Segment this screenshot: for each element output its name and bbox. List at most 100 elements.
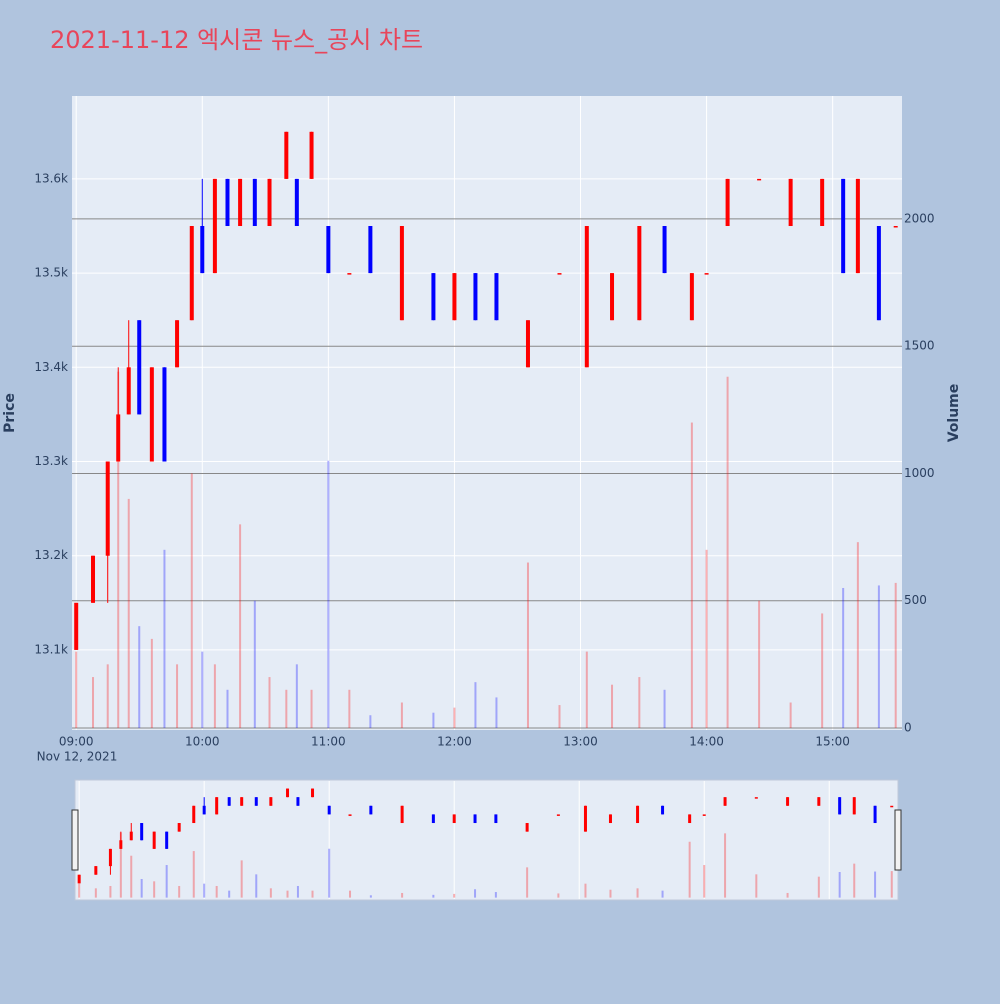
- candle-body: [327, 805, 331, 815]
- candle-body: [177, 823, 181, 832]
- volume-bar: [474, 889, 477, 898]
- volume-bar: [109, 885, 112, 898]
- y2-tick-label: 0: [904, 720, 912, 734]
- volume-bar: [636, 888, 639, 898]
- candle-body: [369, 805, 373, 815]
- candle-body: [91, 555, 96, 603]
- volume-bar: [311, 890, 314, 898]
- candle-body: [116, 414, 121, 462]
- candle-body: [175, 320, 180, 368]
- volume-bar: [201, 651, 204, 728]
- y-tick-label: 13.2k: [34, 548, 68, 562]
- candle-body: [873, 805, 877, 824]
- volume-bar: [140, 879, 143, 898]
- candle-body: [704, 273, 709, 275]
- volume-bar: [190, 473, 193, 728]
- candle-body: [452, 814, 456, 824]
- candle-body: [788, 178, 793, 227]
- volume-bar: [203, 883, 206, 898]
- x-tick-label: 15:00: [815, 735, 850, 749]
- candle-body: [326, 226, 331, 274]
- volume-bar: [400, 702, 403, 728]
- slider-handle[interactable]: [71, 809, 79, 871]
- volume-bar: [661, 890, 664, 898]
- candle-body: [140, 823, 144, 841]
- candle-body: [294, 178, 299, 227]
- candle-body: [754, 797, 758, 799]
- candle-body: [583, 805, 587, 832]
- candle-body: [786, 797, 790, 806]
- volume-bar: [286, 890, 289, 898]
- volume-bar: [226, 689, 229, 728]
- candle-body: [852, 797, 856, 815]
- volume-bar: [106, 664, 109, 728]
- x-tick-label: 09:00: [59, 735, 94, 749]
- volume-bar: [894, 582, 897, 728]
- y2-tick-label: 500: [904, 593, 927, 607]
- candle-body: [189, 226, 194, 321]
- volume-bar: [94, 888, 97, 898]
- volume-bar: [295, 664, 298, 728]
- candle-body: [267, 178, 272, 227]
- volume-bar: [239, 524, 242, 728]
- volume-bar: [663, 689, 666, 728]
- volume-bar: [874, 871, 877, 898]
- candle-body: [431, 273, 436, 321]
- candle-body: [286, 788, 290, 798]
- volume-bar: [349, 890, 352, 898]
- y-tick-label: 13.5k: [34, 266, 68, 280]
- volume-bar: [348, 689, 351, 728]
- volume-bar: [585, 651, 588, 728]
- x-tick-label: 10:00: [185, 735, 220, 749]
- volume-bar: [163, 549, 166, 728]
- candle-body: [557, 273, 562, 275]
- candle-body: [637, 226, 642, 321]
- candle-body: [254, 797, 258, 806]
- candle-body: [74, 602, 79, 650]
- candle-body: [215, 797, 219, 815]
- candle-body: [368, 226, 373, 274]
- slider-handle[interactable]: [894, 809, 902, 871]
- candle-body: [400, 805, 404, 824]
- volume-bar: [192, 851, 195, 898]
- candle-body: [348, 814, 352, 816]
- candle-body: [119, 840, 123, 849]
- volume-bar: [558, 705, 561, 728]
- volume-bar: [584, 883, 587, 898]
- volume-bar: [703, 865, 706, 898]
- candle-body: [689, 273, 694, 321]
- volume-bar: [526, 562, 529, 728]
- candle-body: [893, 226, 898, 228]
- volume-bar: [453, 707, 456, 728]
- volume-bar: [119, 832, 122, 898]
- candle-body: [192, 805, 196, 824]
- volume-bar: [638, 677, 641, 728]
- y2-axis-title: Volume: [946, 384, 962, 443]
- volume-bar: [369, 895, 372, 898]
- candle-body: [296, 797, 300, 806]
- range-slider[interactable]: [74, 779, 899, 901]
- candle-body: [890, 805, 894, 808]
- volume-bar: [130, 855, 133, 898]
- candle-body: [452, 273, 457, 321]
- volume-bar: [724, 833, 727, 898]
- volume-bar: [890, 871, 893, 898]
- chart-title: 2021-11-12 엑시콘 뉴스_공시 차트: [50, 26, 423, 54]
- candle-body: [494, 814, 498, 824]
- candle-body: [608, 814, 612, 824]
- candle-body: [431, 814, 435, 824]
- volume-bar: [150, 638, 153, 728]
- candle-body: [200, 226, 205, 274]
- volume-bar: [269, 888, 272, 898]
- candle-body: [817, 797, 821, 806]
- plot-area: [72, 96, 902, 730]
- candle-body: [876, 226, 881, 321]
- y-axis-title: Price: [2, 393, 18, 433]
- x-tick-label: 11:00: [311, 735, 346, 749]
- candle-body: [661, 805, 665, 815]
- volume-bar: [856, 542, 859, 728]
- candle-body: [610, 273, 615, 321]
- volume-bar: [310, 689, 313, 728]
- volume-bar: [611, 684, 614, 728]
- volume-bar: [495, 697, 498, 728]
